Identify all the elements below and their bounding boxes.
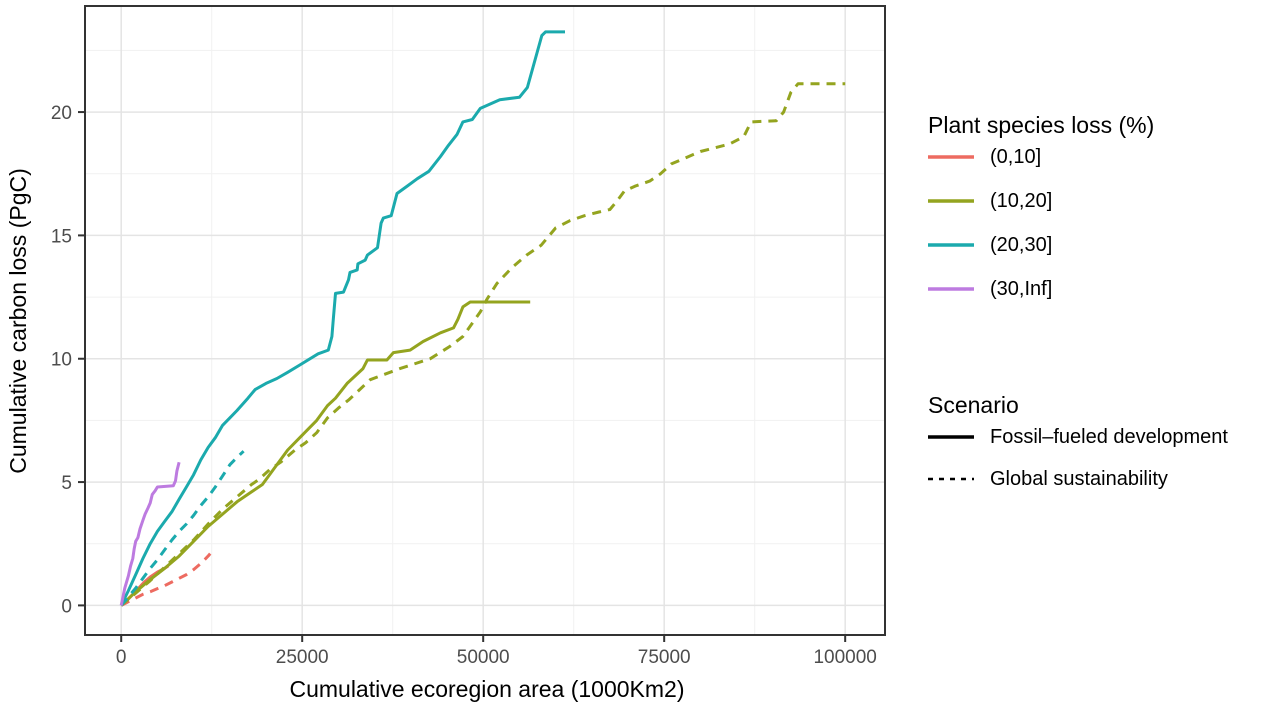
legend-item-label: (20,30] bbox=[990, 233, 1053, 256]
series-line-(20,30]-solid bbox=[119, 30, 565, 607]
x-tick-label: 100000 bbox=[813, 647, 876, 668]
series-line-(30,Inf]-solid bbox=[119, 461, 181, 606]
x-tick-label: 75000 bbox=[638, 647, 691, 668]
color-line-swatch-icon bbox=[928, 287, 974, 291]
legend-item-label: (10,20] bbox=[990, 189, 1053, 212]
legend-item-label: (0,10] bbox=[990, 145, 1042, 168]
series-line-(10,20]-dashed bbox=[120, 82, 846, 607]
color-line-swatch-icon bbox=[928, 199, 974, 203]
panel-background bbox=[85, 6, 885, 635]
x-axis-title: Cumulative ecoregion area (1000Km2) bbox=[289, 676, 684, 702]
y-tick-label: 15 bbox=[51, 226, 72, 247]
color-line-swatch-icon bbox=[928, 155, 974, 159]
color-line-swatch-icon bbox=[928, 243, 974, 247]
legend-scenario: Scenario Fossil–fueled development Globa… bbox=[928, 390, 1268, 504]
legend-item-30-inf: (30,Inf] bbox=[928, 272, 1268, 306]
legend-item-label: Fossil–fueled development bbox=[990, 425, 1228, 448]
chart-canvas: 0 25000 50000 75000 100000 0 5 10 15 20 Cumulativ… bbox=[5, 5, 886, 702]
legend-species-title: Plant species loss (%) bbox=[928, 112, 1155, 138]
y-tick-label: 20 bbox=[51, 103, 72, 124]
y-tick-label: 0 bbox=[61, 596, 72, 617]
legend-item-0-10: (0,10] bbox=[928, 140, 1268, 174]
legend-item-20-30: (20,30] bbox=[928, 228, 1268, 262]
y-axis-title: Cumulative carbon loss (PgC) bbox=[5, 168, 31, 474]
legend-plant-species-loss: Plant species loss (%) (0,10] (10,20] (2… bbox=[928, 110, 1268, 316]
legend-scenario-title: Scenario bbox=[928, 392, 1019, 418]
legend-item-label: Global sustainability bbox=[990, 467, 1168, 490]
y-tick-label: 10 bbox=[51, 350, 72, 371]
x-tick-label: 25000 bbox=[276, 647, 329, 668]
legend-item-label: (30,Inf] bbox=[990, 277, 1053, 300]
dashed-line-swatch-icon bbox=[928, 477, 974, 481]
legend-item-global-sustainability: Global sustainability bbox=[928, 462, 1268, 496]
panel-border bbox=[84, 5, 886, 636]
series-line-(10,20]-solid bbox=[120, 300, 531, 607]
legend-item-fossil-fueled: Fossil–fueled development bbox=[928, 420, 1268, 454]
x-tick-label: 50000 bbox=[457, 647, 510, 668]
series-line-(0,10]-dashed bbox=[120, 552, 212, 607]
legend-item-10-20: (10,20] bbox=[928, 184, 1268, 218]
series-line-(20,30]-dashed bbox=[120, 450, 245, 607]
plot-area: 0 25000 50000 75000 100000 0 5 10 15 20 bbox=[51, 5, 886, 668]
x-tick-label: 0 bbox=[116, 647, 127, 668]
solid-line-swatch-icon bbox=[928, 435, 974, 439]
y-tick-label: 5 bbox=[61, 473, 72, 494]
